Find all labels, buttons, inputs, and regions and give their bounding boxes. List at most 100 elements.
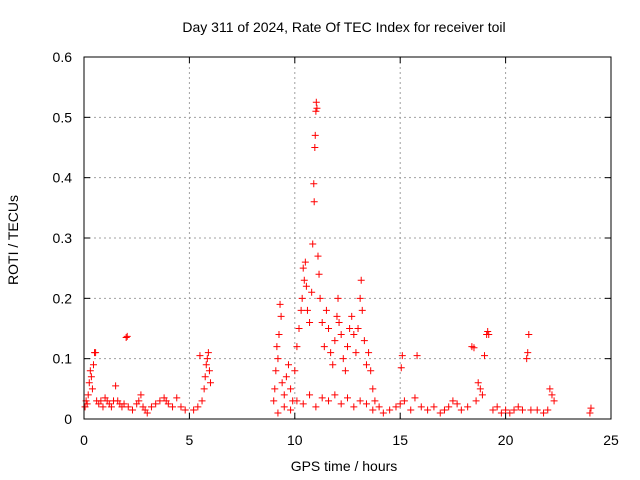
data-point [375, 403, 383, 411]
y-tick-label: 0 [64, 411, 72, 427]
data-point [548, 391, 556, 399]
data-point [284, 361, 292, 369]
data-point [313, 104, 321, 112]
data-point [274, 355, 282, 363]
data-point [525, 331, 533, 339]
data-point [341, 367, 349, 375]
data-point [540, 409, 548, 417]
data-point [181, 406, 189, 414]
data-point [287, 385, 295, 393]
data-point [398, 352, 406, 360]
data-point [298, 294, 306, 302]
x-tick-label: 15 [392, 432, 408, 448]
data-point [120, 400, 128, 408]
data-point [524, 349, 532, 357]
data-point [88, 385, 96, 393]
data-point [365, 349, 373, 357]
data-point [348, 312, 356, 320]
data-point [334, 294, 342, 302]
data-point [329, 361, 337, 369]
data-point [282, 373, 290, 381]
data-point [546, 385, 554, 393]
data-point [325, 325, 333, 332]
data-point [407, 406, 415, 414]
data-point [312, 107, 320, 115]
axis-ticks [83, 56, 612, 420]
data-point [86, 367, 94, 375]
data-point [291, 367, 299, 375]
data-point [135, 397, 143, 405]
plot-frame [83, 56, 612, 420]
y-tick-label: 0.2 [53, 290, 73, 306]
data-point [586, 409, 594, 417]
y-tick-label: 0.3 [53, 230, 73, 246]
data-point [301, 258, 309, 266]
data-point [346, 325, 354, 332]
data-point [489, 406, 497, 414]
data-point [369, 385, 377, 393]
data-point [510, 406, 518, 414]
data-point [164, 400, 172, 408]
data-point [484, 328, 492, 336]
data-point [312, 98, 320, 106]
x-tick-label: 25 [603, 432, 619, 448]
data-point [92, 349, 100, 357]
data-point [327, 349, 335, 357]
data-point [274, 409, 282, 417]
data-point [320, 343, 328, 351]
data-point [337, 400, 345, 408]
data-point [360, 337, 368, 345]
data-point [322, 306, 330, 314]
data-point [206, 379, 214, 387]
data-point [302, 282, 310, 290]
y-tick-labels: 0 0.1 0.2 0.3 0.4 0.5 0.6 [53, 49, 73, 427]
data-point [270, 397, 278, 405]
x-tick-label: 20 [498, 432, 514, 448]
y-tick-label: 0.6 [53, 49, 73, 65]
data-point [107, 403, 115, 411]
data-point [280, 403, 288, 411]
data-point [124, 403, 132, 411]
data-point [339, 355, 347, 363]
y-tick-label: 0.1 [53, 351, 73, 367]
data-point [310, 180, 318, 188]
data-point [299, 400, 307, 408]
data-point [367, 367, 375, 375]
data-point [449, 397, 457, 405]
data-point [362, 400, 370, 408]
data-point [99, 403, 107, 411]
data-point [310, 198, 318, 206]
data-point [331, 391, 339, 399]
data-point [497, 409, 505, 417]
data-point [293, 397, 301, 405]
data-point [352, 349, 360, 357]
data-point [277, 312, 285, 320]
data-point [453, 400, 461, 408]
data-point [506, 409, 514, 417]
data-point [396, 400, 404, 408]
chart-title: Day 311 of 2024, Rate Of TEC Index for r… [182, 19, 505, 35]
data-point [481, 352, 489, 360]
data-point [325, 397, 333, 405]
data-point [112, 382, 120, 390]
data-point [397, 364, 405, 372]
data-point [523, 355, 531, 363]
data-point [306, 318, 314, 326]
data-point [272, 367, 280, 375]
data-point [201, 373, 209, 381]
data-point [411, 394, 419, 402]
data-point [303, 306, 311, 314]
data-point [457, 406, 465, 414]
data-point [344, 394, 351, 402]
data-point [190, 406, 198, 414]
data-point [472, 397, 480, 405]
data-point [315, 270, 323, 278]
data-point [299, 264, 307, 272]
data-point [137, 391, 145, 399]
data-point [331, 337, 339, 345]
data-point [276, 300, 284, 308]
data-point [587, 404, 595, 412]
data-point [196, 352, 204, 360]
data-point [392, 403, 400, 411]
